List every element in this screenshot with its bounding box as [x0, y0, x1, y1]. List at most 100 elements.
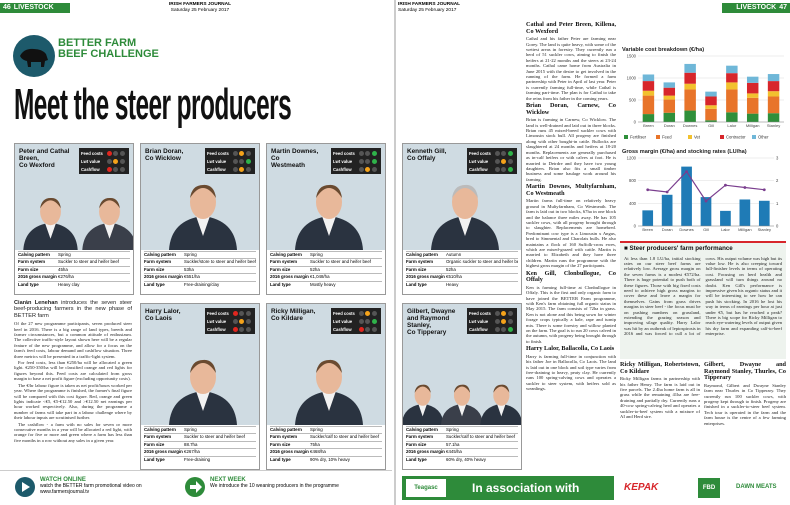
- article-column: Gilbert, Dwayne and Raymond Stanley, Thu…: [704, 360, 786, 468]
- paragraph: For feed costs, less than €250/ha will b…: [14, 360, 132, 382]
- logo-icon: [13, 35, 55, 77]
- bar-segment: [767, 81, 780, 92]
- bar-segment: [726, 112, 738, 122]
- farmer-county: Co Wicklow: [145, 155, 181, 162]
- field-value: 52ha: [446, 266, 456, 272]
- field-label: 2016 gross margin: [270, 274, 309, 280]
- card-table: Calving pattern Spring Farm system Suckler …: [267, 250, 385, 294]
- indicator-row: Feed costs: [207, 149, 253, 157]
- sponsor-logo: FBD: [698, 478, 720, 498]
- bar-segment: [726, 65, 738, 74]
- traffic-light: [365, 310, 370, 316]
- bar-segment: [767, 113, 780, 122]
- traffic-light: [507, 318, 513, 324]
- y-tick-label: 1200: [627, 156, 637, 161]
- standfirst: introduces the seven steer beef-producin…: [14, 300, 132, 319]
- table-row: 2016 gross margin€468/ha: [270, 448, 382, 455]
- indicator-row: Lwt value: [81, 157, 127, 165]
- legend-swatch: [720, 135, 724, 139]
- field-value: €1,048/ha: [310, 274, 330, 280]
- indicator-row: Feed costs: [469, 149, 515, 157]
- field-value: Autumn: [446, 252, 462, 257]
- indicator-row: Lwt value: [207, 157, 253, 165]
- person-body: [403, 403, 444, 425]
- traffic-light: [371, 318, 377, 324]
- traffic-light: [501, 310, 506, 316]
- legend-label: Vet: [694, 135, 701, 140]
- table-row: 2016 gross margin€1,048/ha: [270, 273, 382, 280]
- field-value: Spring: [310, 427, 323, 432]
- table-row: Land type 90% dry, 10% heavy: [270, 455, 382, 463]
- bar-segment: [705, 96, 717, 106]
- arrow-icon: [185, 477, 205, 497]
- play-icon[interactable]: [14, 476, 36, 498]
- traffic-light: [119, 158, 125, 164]
- traffic-light: [245, 158, 251, 164]
- indicator-label: Feed costs: [333, 310, 355, 316]
- indicator-row: Cashflow: [207, 165, 253, 173]
- field-value: 52ha: [310, 266, 320, 272]
- field-value: 45ha: [58, 266, 68, 272]
- profile-card: Kenneth Gill, Co Offaly Feed costs Lwt valu…: [402, 143, 522, 295]
- watch-text[interactable]: watch the BETTER farm promotional video …: [40, 483, 142, 495]
- card-table: Calving pattern Spring Farm system Suckler …: [141, 425, 259, 469]
- table-row: 2016 gross margin€267/ha: [144, 448, 256, 455]
- traffic-light: [358, 150, 364, 156]
- field-value: 90% dry, 10% heavy: [310, 456, 350, 462]
- line-point: [762, 188, 766, 192]
- table-row: Farm size 45ha: [18, 265, 130, 273]
- field-label: Farm size: [144, 441, 165, 447]
- sponsor-logo: Teagasc: [406, 479, 446, 497]
- field-label: 2016 gross margin: [144, 449, 183, 455]
- field-label: Calving pattern: [144, 427, 176, 432]
- field-value: €445/ha: [446, 449, 462, 455]
- table-row: Calving pattern Spring: [270, 251, 382, 258]
- table-row: Land type Heavy clay: [18, 280, 130, 288]
- field-value: Organic suckler to steer and heifer beef: [446, 259, 518, 265]
- article-heading: Ricky Milligan, Robertstown, Co Kildare: [620, 361, 700, 375]
- person-body: [480, 403, 521, 425]
- hair: [453, 384, 471, 393]
- field-label: Calving pattern: [406, 427, 438, 432]
- indicator-row: Feed costs: [469, 309, 515, 317]
- margin-chart: Gross margin (€/ha) and stocking rates (…: [622, 149, 779, 232]
- profile-card: Harry Lalor, Co Laois Feed costs Lwt value C…: [140, 303, 260, 470]
- table-row: Farm system Suckler to steer and heifer b…: [18, 258, 130, 265]
- field-value: Heavy clay: [58, 281, 80, 287]
- watch-online: WATCH ONLINE watch the BETTER farm promot…: [40, 477, 170, 495]
- person-head: [452, 185, 478, 219]
- indicator-panel: Feed costs Lwt value Cashflow: [331, 148, 381, 174]
- section-tab: 46 LIVESTOCK: [0, 3, 70, 13]
- traffic-light: [371, 150, 377, 156]
- hair: [190, 359, 216, 373]
- bar-segment: [726, 73, 738, 83]
- article-heading: Cathal and Peter Breen, Killena, Co Wexf…: [526, 21, 616, 35]
- indicator-label: Cashflow: [469, 326, 488, 332]
- table-row: Farm size 88.7ha: [144, 440, 256, 448]
- traffic-light: [507, 166, 513, 172]
- field-label: Calving pattern: [270, 427, 302, 432]
- traffic-light: [494, 326, 500, 332]
- traffic-light: [232, 158, 238, 164]
- indicator-label: Feed costs: [333, 150, 355, 156]
- field-label: Farm system: [270, 434, 298, 440]
- article-text: Brian is farming in Carnew, Co Wicklow. …: [526, 117, 616, 182]
- card-table: Calving pattern Spring Farm system Suckler/…: [141, 250, 259, 294]
- paper: IRISH FARMERS JOURNAL: [398, 2, 461, 7]
- traffic-light: [494, 166, 500, 172]
- bar: [642, 210, 654, 226]
- traffic-light: [494, 310, 500, 316]
- farmer-name: Harry Lalor,: [145, 308, 181, 315]
- date: Saturday 25 February 2017: [398, 8, 457, 13]
- indicator-row: Feed costs: [333, 149, 379, 157]
- table-row: Farm size 52ha: [270, 265, 382, 273]
- field-label: Land type: [406, 456, 427, 462]
- hair: [316, 359, 342, 373]
- table-row: Farm size 53ha: [144, 265, 256, 273]
- bar-segment: [746, 76, 759, 83]
- y-tick-label: 400: [629, 201, 637, 206]
- masthead: IRISH FARMERS JOURNAL Saturday 25 Februar…: [398, 2, 518, 14]
- sponsor-logo: KEPAK: [624, 482, 659, 493]
- legend-swatch: [752, 135, 756, 139]
